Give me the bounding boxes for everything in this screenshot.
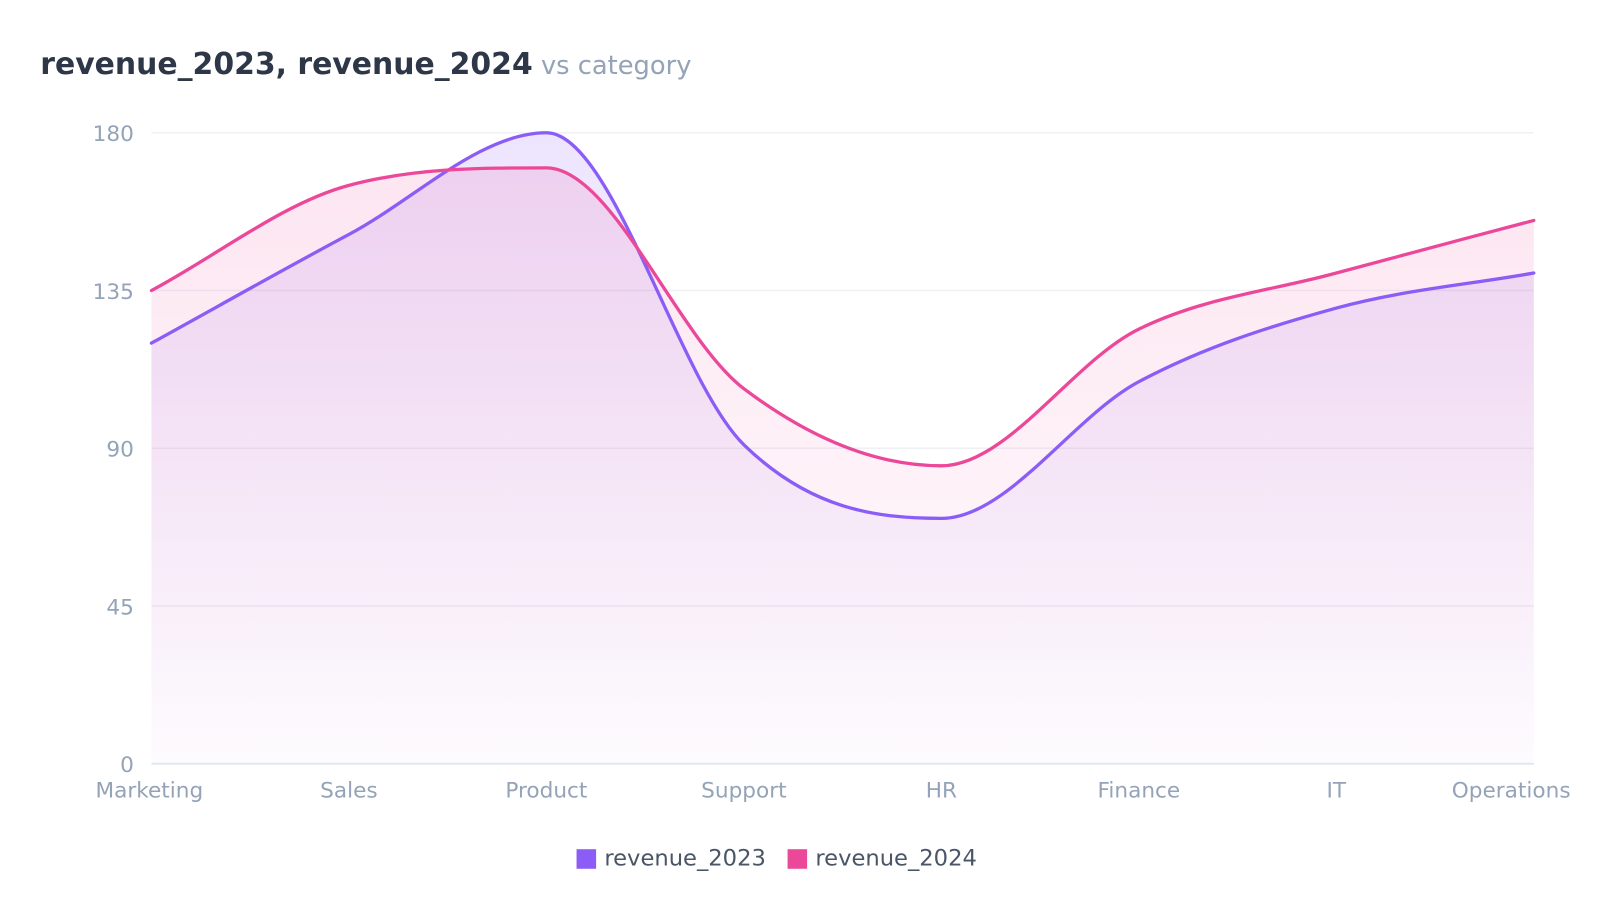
y-axis: 0 45 90 135 180 [93,122,134,778]
chart-title-main: revenue_2023, revenue_2024 [40,47,532,82]
x-tick-label: Operations [1452,779,1571,804]
x-tick-label: Support [701,779,786,804]
areas [151,132,1534,764]
line-revenue_2023 [149,131,1536,521]
area-revenue_2024 [151,167,1534,764]
x-axis: Marketing Sales Product Support HR Finance IT O… [96,779,1571,804]
line-revenue_2024 [149,166,1536,468]
chart-title: revenue_2023, revenue_2024 vs category [40,47,691,82]
lines [149,131,1536,521]
x-tick-label: Product [505,779,587,804]
y-tick-label: 135 [93,280,134,305]
x-tick-label: Marketing [96,779,204,804]
x-tick-label: HR [926,779,957,804]
y-tick-label: 0 [120,753,134,778]
x-tick-label: Finance [1098,779,1181,804]
legend: revenue_2023 revenue_2024 [576,846,977,872]
y-tick-label: 45 [106,595,134,620]
x-tick-label: IT [1327,779,1347,804]
legend-swatch-revenue_2023 [576,849,597,869]
y-tick-label: 90 [106,438,134,463]
y-tick-label: 180 [93,122,134,147]
chart-subtitle: vs category [541,51,691,81]
legend-label-revenue_2023: revenue_2023 [604,846,766,872]
x-tick-label: Sales [320,779,378,804]
legend-label-revenue_2024: revenue_2024 [815,846,977,872]
legend-swatch-revenue_2024 [787,849,808,869]
